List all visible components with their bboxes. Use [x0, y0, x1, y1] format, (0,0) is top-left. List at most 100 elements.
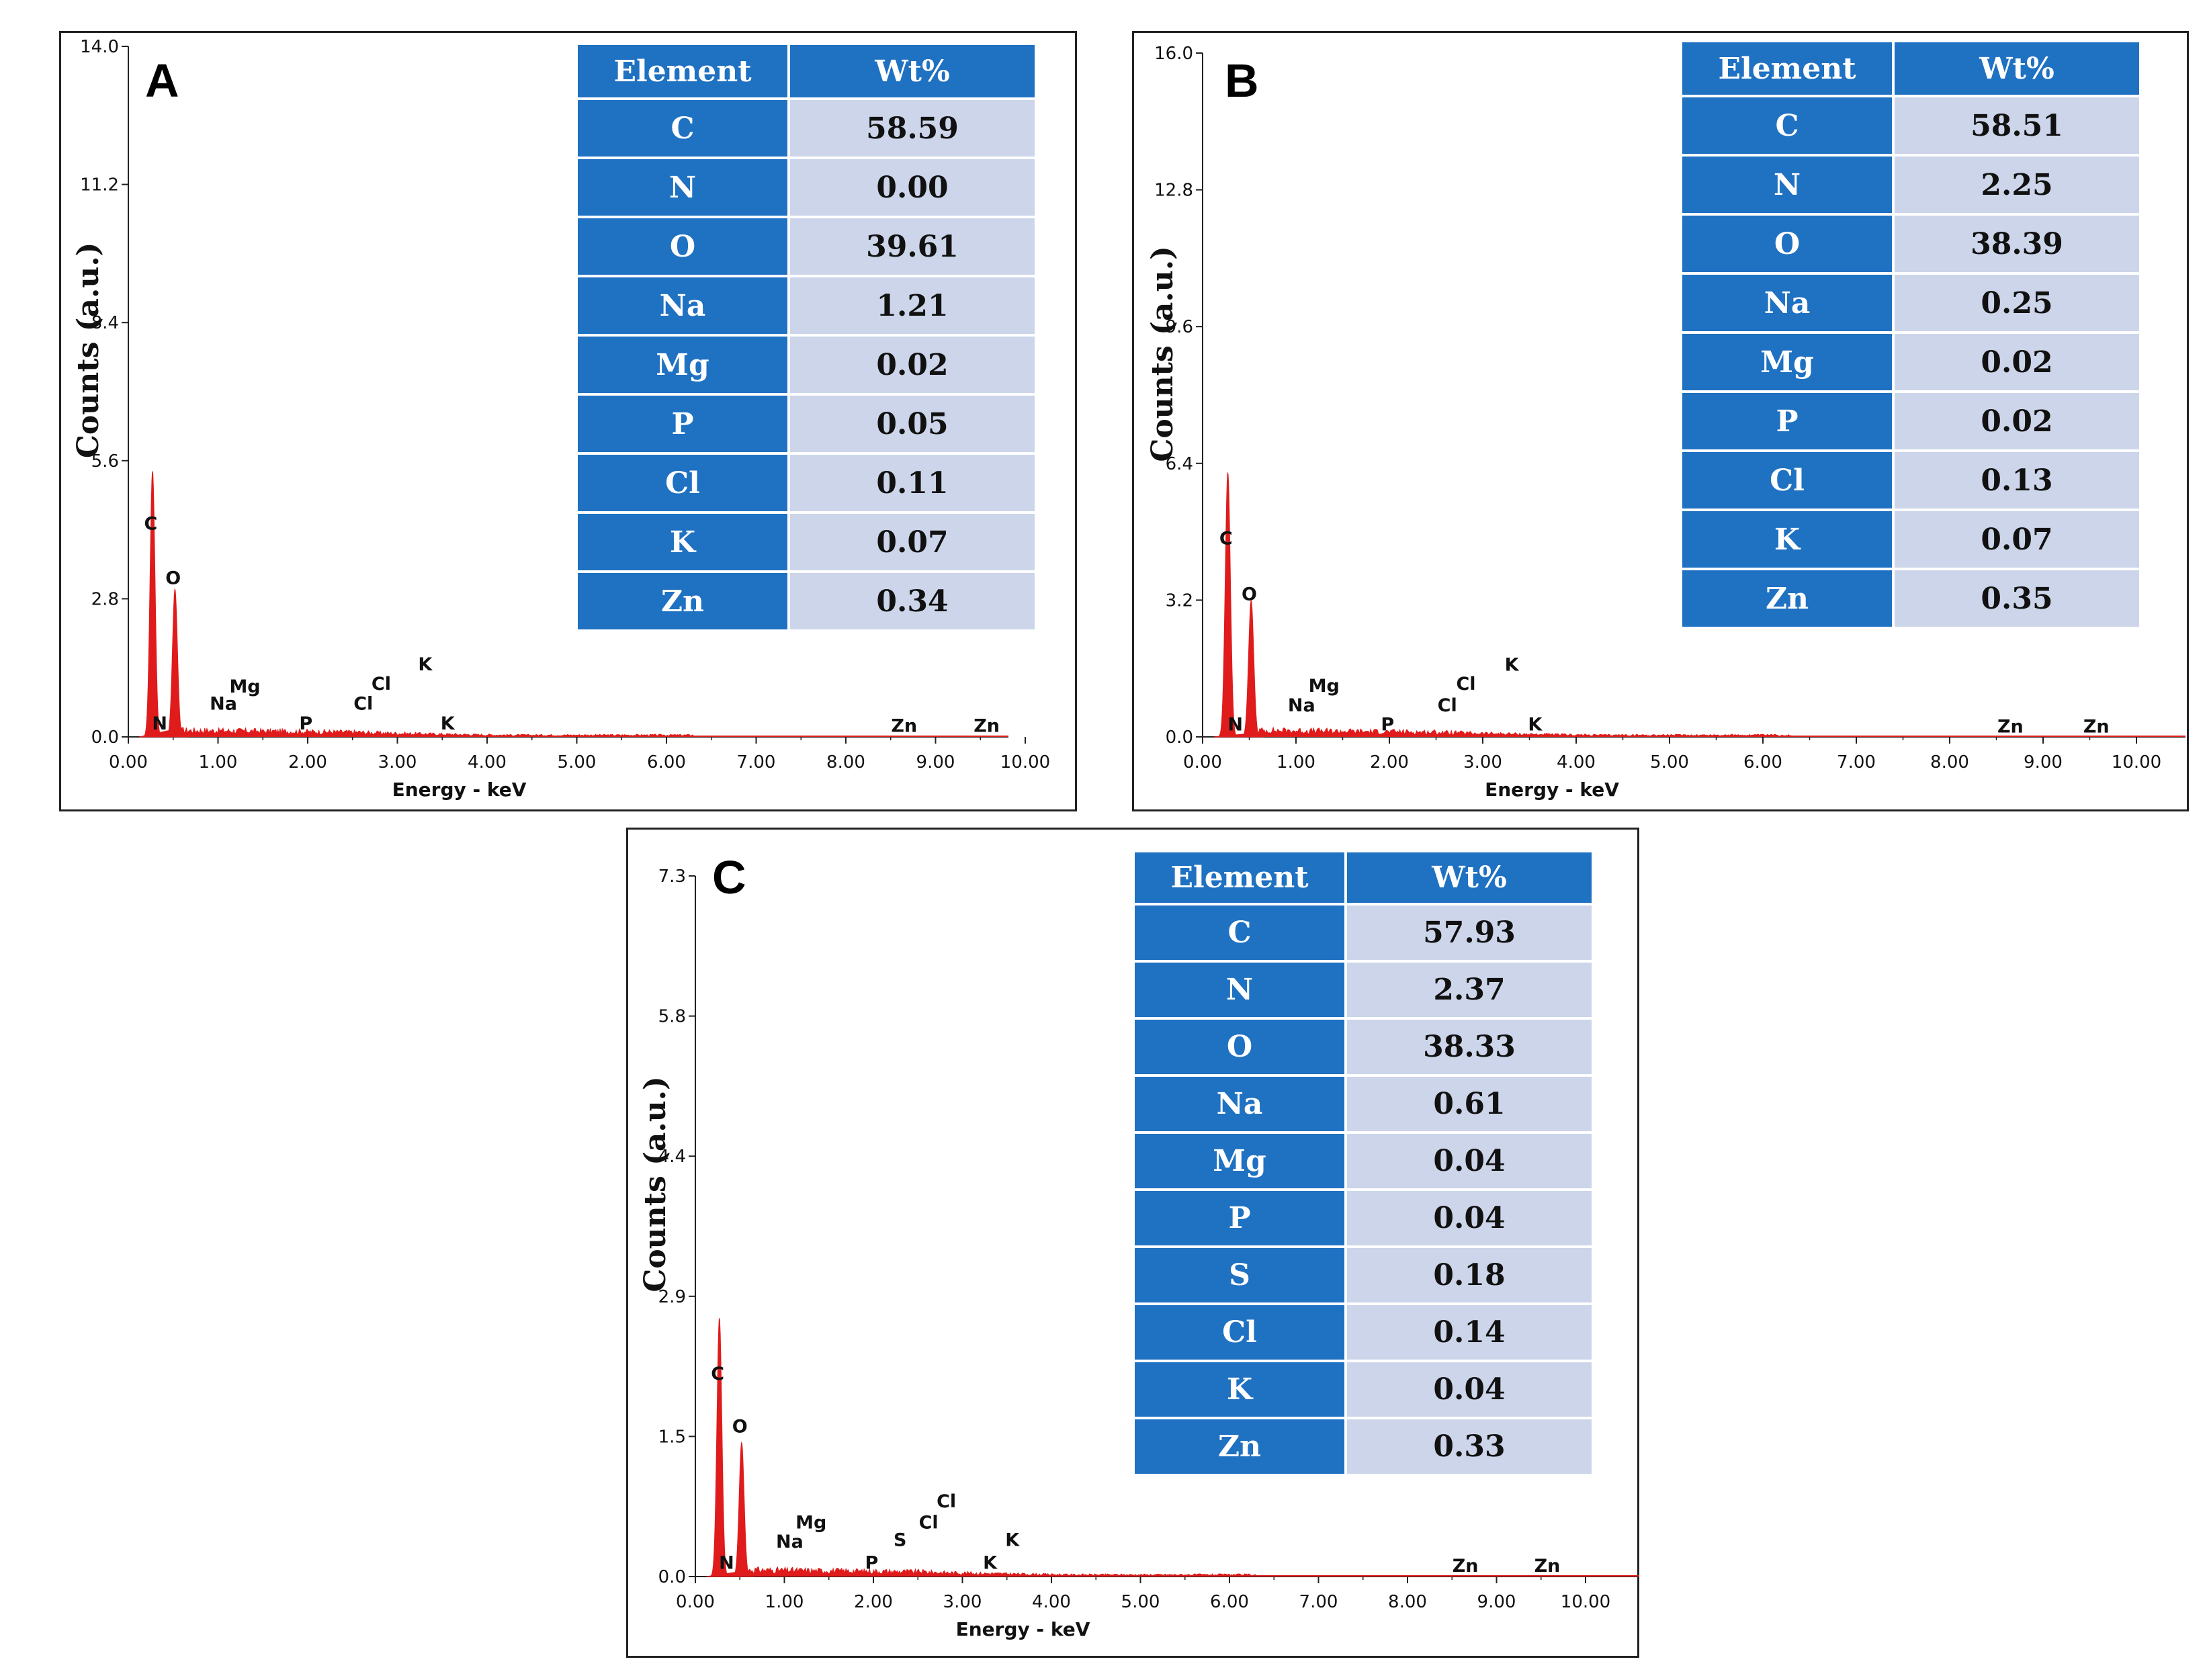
x-tick-label: 9.00	[1477, 1592, 1516, 1612]
peak-label: Mg	[1309, 676, 1340, 697]
table-row: Cl 0.14	[1135, 1305, 1592, 1360]
table-row: Mg 0.02	[578, 337, 1035, 393]
x-tick-label: 7.00	[1299, 1592, 1338, 1612]
x-tick-label: 9.00	[916, 752, 955, 772]
peak-label: Cl	[372, 674, 391, 695]
peak-label: Zn	[1534, 1556, 1561, 1577]
x-tick-label: 4.00	[468, 752, 507, 772]
table-row: P 0.02	[1682, 393, 2139, 449]
peak-label: O	[732, 1417, 748, 1438]
y-tick-label: 0.0	[658, 1567, 686, 1587]
table-row: Cl 0.13	[1682, 452, 2139, 509]
x-tick-label: 3.00	[943, 1592, 982, 1612]
table-row: C 58.51	[1682, 97, 2139, 154]
peak-label: Na	[1288, 695, 1315, 716]
spectrum-background	[138, 727, 694, 738]
peak-label: Zn	[891, 716, 917, 737]
element-cell: P	[1682, 393, 1892, 449]
peak-label: O	[1242, 584, 1257, 605]
y-axis-title: Counts (a.u.)	[638, 1076, 673, 1292]
peak-label: K	[1005, 1530, 1020, 1550]
x-tick-label: 6.00	[1210, 1592, 1249, 1612]
element-cell: N	[1682, 157, 1892, 213]
peak-label: C	[144, 514, 157, 535]
x-tick-label: 0.00	[109, 752, 148, 772]
table-header-row: Element Wt%	[1135, 852, 1592, 903]
y-tick-label: 7.3	[658, 867, 686, 887]
table-row: Cl 0.11	[578, 455, 1035, 511]
table-row: Mg 0.02	[1682, 334, 2139, 390]
wt-cell: 0.04	[1347, 1362, 1592, 1417]
x-tick-label: 10.00	[2112, 752, 2161, 772]
panel-letter: C	[712, 851, 746, 903]
peak-label: C	[711, 1364, 724, 1384]
composition-table-c: Element Wt% C 57.93 N 2.37 O 38.33 Na 0.61 Mg 0.04 P…	[1132, 850, 1594, 1476]
peak-label: P	[1381, 714, 1394, 735]
y-tick-label: 0.0	[91, 727, 119, 748]
header-element: Element	[578, 45, 787, 97]
element-cell: Cl	[1135, 1305, 1344, 1360]
x-tick-label: 0.00	[676, 1592, 715, 1612]
y-tick-label: 12.8	[1154, 181, 1193, 201]
table-row: Zn 0.35	[1682, 570, 2139, 627]
peak-label: C	[1219, 529, 1233, 549]
y-tick-label: 0.0	[1166, 727, 1193, 748]
peak-label: K	[418, 654, 433, 675]
panel-letter: B	[1225, 54, 1259, 107]
header-element: Element	[1682, 42, 1892, 95]
peak-label: K	[983, 1553, 998, 1574]
element-cell: Na	[578, 277, 787, 334]
peak-label: N	[1227, 714, 1243, 735]
wt-cell: 0.11	[790, 455, 1035, 511]
table-row: K 0.04	[1135, 1362, 1592, 1417]
table-row: P 0.04	[1135, 1191, 1592, 1245]
x-tick-label: 10.00	[1000, 752, 1050, 772]
x-axis-title: Energy - keV	[956, 1618, 1090, 1640]
x-tick-label: 6.00	[1743, 752, 1782, 772]
peak-label: Cl	[919, 1513, 939, 1534]
peak-label: Na	[210, 694, 237, 715]
peak-label: K	[441, 713, 456, 734]
x-tick-label: 2.00	[1370, 752, 1409, 772]
table-row: Zn 0.33	[1135, 1419, 1592, 1474]
table-row: K 0.07	[1682, 511, 2139, 568]
peak-label: K	[1528, 714, 1543, 735]
x-tick-label: 10.00	[1561, 1592, 1610, 1612]
table-row: N 2.37	[1135, 963, 1592, 1017]
element-cell: C	[578, 100, 787, 157]
spectrum-peak-C	[706, 1318, 732, 1577]
element-cell: O	[578, 218, 787, 275]
x-tick-label: 6.00	[647, 752, 686, 772]
wt-cell: 58.59	[790, 100, 1035, 157]
wt-cell: 0.14	[1347, 1305, 1592, 1360]
y-tick-label: 5.8	[658, 1007, 686, 1027]
table-row: O 38.33	[1135, 1020, 1592, 1074]
wt-cell: 0.34	[790, 573, 1035, 629]
wt-cell: 0.25	[1895, 275, 2139, 331]
element-cell: Zn	[1135, 1419, 1344, 1474]
element-cell: N	[1135, 963, 1344, 1017]
peak-label: O	[165, 568, 181, 588]
x-tick-label: 2.00	[288, 752, 327, 772]
x-tick-label: 4.00	[1032, 1592, 1071, 1612]
peak-label: Zn	[2083, 717, 2110, 738]
wt-cell: 38.39	[1895, 216, 2139, 272]
table-header-row: Element Wt%	[1682, 42, 2139, 95]
peak-label: P	[299, 713, 312, 734]
table-row: Zn 0.34	[578, 573, 1035, 629]
x-tick-label: 1.00	[199, 752, 238, 772]
peak-label: P	[865, 1553, 878, 1574]
x-tick-label: 1.00	[765, 1592, 804, 1612]
peak-label: N	[152, 713, 167, 734]
table-row: C 57.93	[1135, 905, 1592, 960]
element-cell: Cl	[578, 455, 787, 511]
element-cell: K	[1682, 511, 1892, 568]
table-header-row: Element Wt%	[578, 45, 1035, 97]
element-cell: Zn	[1682, 570, 1892, 627]
element-cell: Mg	[1135, 1134, 1344, 1188]
table-row: Na 0.61	[1135, 1077, 1592, 1131]
wt-cell: 2.25	[1895, 157, 2139, 213]
element-cell: C	[1135, 905, 1344, 960]
element-cell: P	[578, 396, 787, 452]
table-row: S 0.18	[1135, 1248, 1592, 1302]
